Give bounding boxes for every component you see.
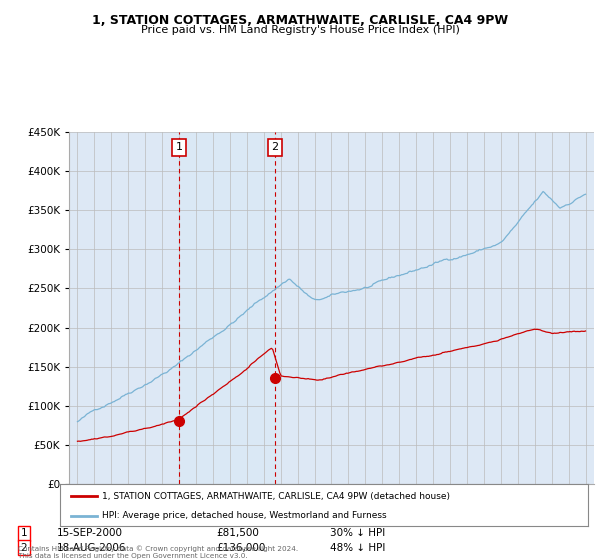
Text: Contains HM Land Registry data © Crown copyright and database right 2024.
This d: Contains HM Land Registry data © Crown c… bbox=[18, 545, 298, 559]
Text: £136,000: £136,000 bbox=[216, 543, 265, 553]
Text: 1: 1 bbox=[20, 528, 28, 538]
Text: £81,500: £81,500 bbox=[216, 528, 259, 538]
Text: 18-AUG-2006: 18-AUG-2006 bbox=[57, 543, 127, 553]
Bar bbox=[179, 132, 275, 484]
Text: 30% ↓ HPI: 30% ↓ HPI bbox=[330, 528, 385, 538]
Text: 48% ↓ HPI: 48% ↓ HPI bbox=[330, 543, 385, 553]
Text: 2: 2 bbox=[20, 543, 28, 553]
Text: HPI: Average price, detached house, Westmorland and Furness: HPI: Average price, detached house, West… bbox=[102, 511, 387, 520]
Text: 1, STATION COTTAGES, ARMATHWAITE, CARLISLE, CA4 9PW: 1, STATION COTTAGES, ARMATHWAITE, CARLIS… bbox=[92, 14, 508, 27]
Text: 1: 1 bbox=[176, 142, 182, 152]
Text: 2: 2 bbox=[271, 142, 278, 152]
Text: Price paid vs. HM Land Registry's House Price Index (HPI): Price paid vs. HM Land Registry's House … bbox=[140, 25, 460, 35]
Text: 15-SEP-2000: 15-SEP-2000 bbox=[57, 528, 123, 538]
Text: 1, STATION COTTAGES, ARMATHWAITE, CARLISLE, CA4 9PW (detached house): 1, STATION COTTAGES, ARMATHWAITE, CARLIS… bbox=[102, 492, 450, 501]
